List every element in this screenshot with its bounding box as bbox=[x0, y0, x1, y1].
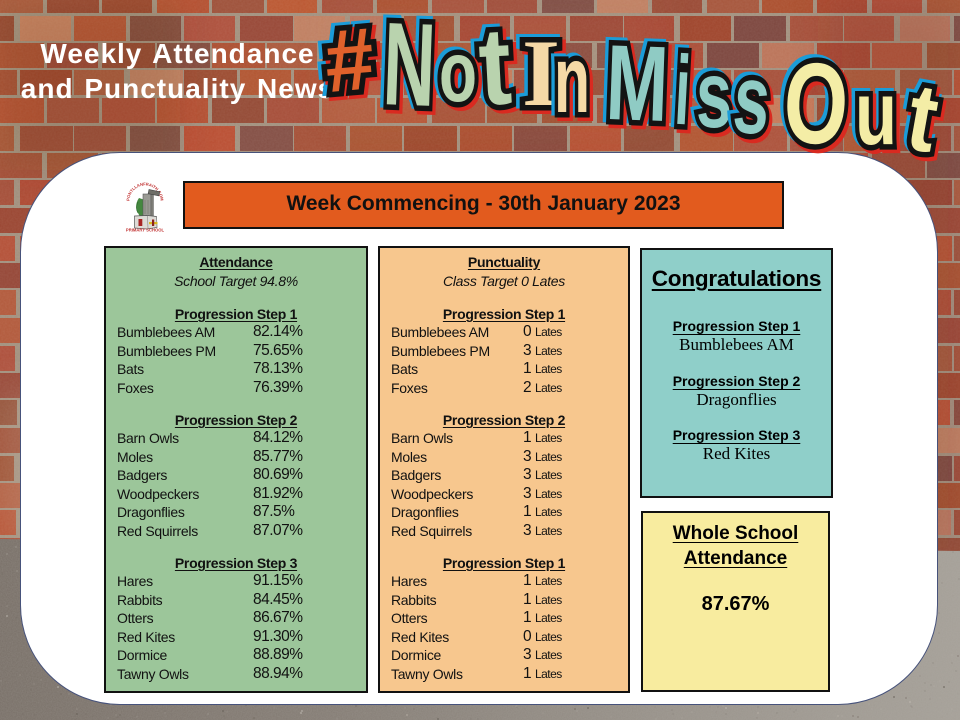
svg-text:o: o bbox=[439, 25, 477, 120]
svg-text:#: # bbox=[321, 8, 378, 111]
svg-text:s: s bbox=[696, 42, 732, 148]
svg-text:O: O bbox=[778, 36, 849, 167]
svg-text:PRIMARY SCHOOL: PRIMARY SCHOOL bbox=[126, 228, 164, 233]
svg-text:n: n bbox=[557, 30, 593, 136]
svg-text:s: s bbox=[693, 40, 729, 146]
svg-text:o: o bbox=[436, 23, 474, 118]
svg-text:O: O bbox=[784, 42, 855, 173]
svg-text:o: o bbox=[442, 28, 480, 123]
svg-text:I: I bbox=[519, 18, 557, 124]
svg-text:I: I bbox=[525, 23, 563, 129]
svg-text:N: N bbox=[381, 0, 438, 132]
svg-text:u: u bbox=[858, 67, 900, 167]
svg-text:M: M bbox=[607, 25, 673, 147]
svg-text:#: # bbox=[317, 6, 374, 109]
svg-text:u: u bbox=[855, 64, 897, 164]
svg-text:u: u bbox=[852, 62, 894, 162]
svg-text:I: I bbox=[522, 20, 560, 126]
svg-text:M: M bbox=[601, 19, 667, 141]
svg-text:O: O bbox=[781, 38, 852, 169]
svg-text:s: s bbox=[699, 45, 735, 151]
svg-text:M: M bbox=[604, 22, 670, 144]
svg-text:n: n bbox=[551, 25, 587, 131]
svg-text:N: N bbox=[384, 1, 441, 135]
svg-text:N: N bbox=[378, 0, 435, 129]
svg-text:t: t bbox=[476, 4, 514, 129]
svg-text:n: n bbox=[554, 27, 590, 133]
